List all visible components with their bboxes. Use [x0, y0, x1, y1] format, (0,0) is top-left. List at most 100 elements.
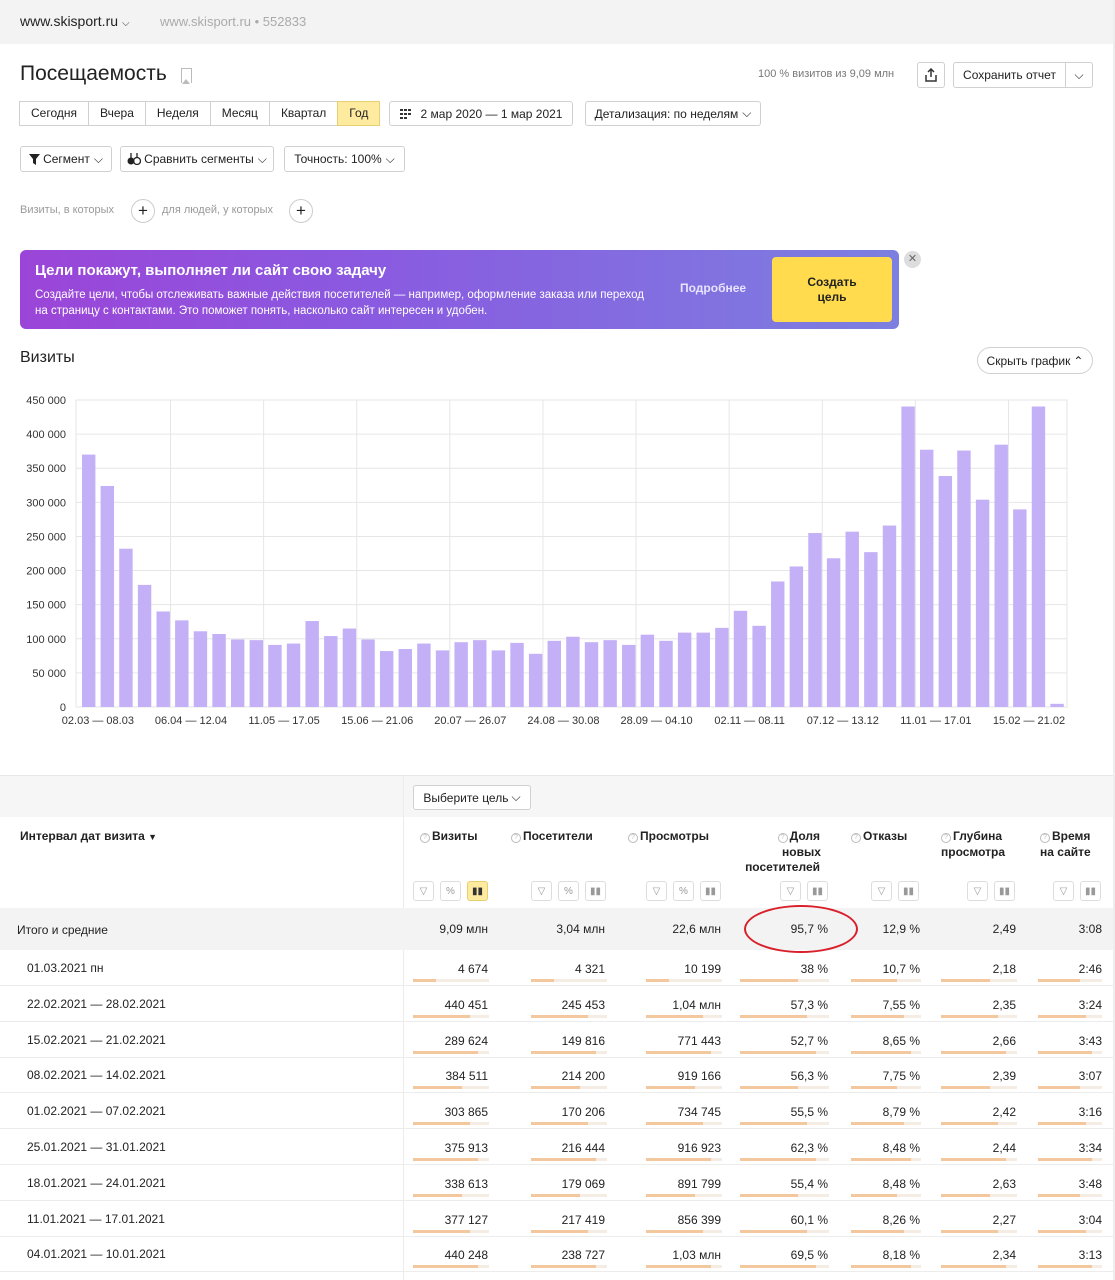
period-month[interactable]: Месяц: [209, 101, 270, 126]
table-row[interactable]: 25.01.2021 — 31.01.2021 375 913 216 444 916…: [0, 1129, 1115, 1165]
chart-bar[interactable]: [510, 642, 524, 707]
chart-bar[interactable]: [82, 454, 96, 707]
period-quarter[interactable]: Квартал: [268, 101, 339, 126]
save-report-dropdown[interactable]: ⌵: [1065, 62, 1093, 88]
chart-bar[interactable]: [622, 644, 636, 707]
table-row[interactable]: 01.03.2021 пн 4 674 4 321 10 199 38 % 10,7 % 2…: [0, 950, 1115, 986]
add-visit-condition-button[interactable]: +: [131, 199, 155, 223]
table-row[interactable]: 08.02.2021 — 14.02.2021 384 511 214 200 919…: [0, 1057, 1115, 1094]
chart-bar[interactable]: [361, 639, 375, 707]
chart-bar[interactable]: [528, 653, 543, 707]
accuracy-dropdown[interactable]: Точность: 100% ⌵: [284, 146, 405, 172]
save-report-button[interactable]: Сохранить отчет: [953, 62, 1066, 88]
chart-bar[interactable]: [1031, 406, 1046, 707]
help-icon[interactable]: ?: [851, 833, 861, 843]
add-people-condition-button[interactable]: +: [289, 199, 313, 223]
banner-more-link[interactable]: Подробнее: [680, 281, 747, 295]
chart-bar[interactable]: [212, 634, 226, 707]
chart-bar[interactable]: [435, 650, 450, 707]
help-icon[interactable]: ?: [941, 833, 951, 843]
chart-bar[interactable]: [901, 406, 915, 707]
bar-chart-icon[interactable]: ▮▮: [994, 881, 1015, 901]
chart-bar[interactable]: [715, 627, 729, 707]
bar-chart-icon[interactable]: ▮▮: [700, 881, 721, 901]
chart-bar[interactable]: [547, 640, 561, 707]
bar-chart-icon[interactable]: ▮▮: [898, 881, 919, 901]
close-icon[interactable]: ✕: [904, 251, 921, 268]
date-range-button[interactable]: 2 мар 2020 — 1 мар 2021: [389, 101, 573, 126]
table-row[interactable]: 15.02.2021 — 21.02.2021 289 624 149 816 771…: [0, 1022, 1115, 1058]
bookmark-icon[interactable]: [181, 68, 192, 84]
period-week[interactable]: Неделя: [144, 101, 211, 126]
filter-icon[interactable]: ▽: [531, 881, 552, 901]
chart-bar[interactable]: [193, 631, 208, 707]
chart-bar[interactable]: [975, 499, 990, 707]
table-row[interactable]: 11.01.2021 — 17.01.2021 377 127 217 419 856…: [0, 1201, 1115, 1237]
chart-bar[interactable]: [882, 525, 897, 707]
help-icon[interactable]: ?: [1040, 833, 1050, 843]
chart-bar[interactable]: [342, 628, 357, 707]
segment-button[interactable]: Сегмент ⌵: [20, 146, 112, 172]
help-icon[interactable]: ?: [628, 833, 638, 843]
chart-bar[interactable]: [491, 650, 506, 707]
chart-bar[interactable]: [473, 640, 487, 707]
bar-chart-icon[interactable]: ▮▮: [1080, 881, 1101, 901]
column-header-time[interactable]: ? Время на сайте: [1040, 829, 1091, 860]
column-header-depth[interactable]: ? Глубина просмотра: [941, 829, 1005, 860]
period-year[interactable]: Год: [337, 101, 381, 126]
table-row[interactable]: 04.01.2021 — 10.01.2021 440 248 238 727 1,0…: [0, 1236, 1115, 1273]
chart-bar[interactable]: [938, 475, 953, 707]
column-header-new-visitors[interactable]: ? Доля новых посетителей: [740, 829, 821, 876]
chart-bar[interactable]: [566, 636, 580, 707]
chart-bar[interactable]: [994, 444, 1008, 707]
chart-bar[interactable]: [1050, 703, 1064, 707]
chart-bar[interactable]: [305, 621, 319, 707]
table-row[interactable]: 22.02.2021 — 28.02.2021 440 451 245 453 1,0…: [0, 986, 1115, 1022]
chart-bar[interactable]: [137, 584, 152, 707]
chart-bar[interactable]: [957, 450, 971, 707]
chart-bar[interactable]: [733, 610, 748, 707]
table-row[interactable]: 01.02.2021 — 07.02.2021 303 865 170 206 734…: [0, 1093, 1115, 1130]
compare-segments-button[interactable]: Сравнить сегменты ⌵: [120, 146, 274, 172]
chart-bar[interactable]: [156, 611, 170, 707]
chart-bar[interactable]: [100, 485, 115, 707]
bar-chart-icon[interactable]: ▮▮: [807, 881, 828, 901]
chart-bar[interactable]: [119, 548, 133, 707]
chart-bar[interactable]: [175, 620, 189, 707]
chart-bar[interactable]: [454, 642, 468, 707]
filter-icon[interactable]: ▽: [871, 881, 892, 901]
hide-chart-button[interactable]: Скрыть график ⌃: [977, 347, 1093, 374]
help-icon[interactable]: ?: [511, 833, 521, 843]
chart-bar[interactable]: [398, 649, 412, 707]
site-selector[interactable]: www.skisport.ru ⌵: [20, 13, 130, 29]
chart-bar[interactable]: [677, 632, 692, 707]
help-icon[interactable]: ?: [420, 833, 430, 843]
chart-bar[interactable]: [417, 643, 431, 707]
column-header-interval[interactable]: Интервал дат визита ▼: [20, 829, 157, 846]
chart-bar[interactable]: [268, 644, 282, 707]
help-icon[interactable]: ?: [777, 833, 788, 843]
column-header-visits[interactable]: ? Визиты: [420, 829, 478, 845]
filter-icon[interactable]: ▽: [1053, 881, 1074, 901]
chart-bar[interactable]: [920, 449, 934, 707]
period-yesterday[interactable]: Вчера: [88, 101, 146, 126]
chart-bar[interactable]: [230, 639, 245, 707]
chart-bar[interactable]: [771, 581, 785, 707]
chart-bar[interactable]: [286, 643, 301, 707]
chart-bar[interactable]: [1013, 509, 1027, 707]
chart-bar[interactable]: [808, 533, 822, 707]
chart-bar[interactable]: [249, 640, 264, 707]
goal-select-dropdown[interactable]: Выберите цель ⌵: [413, 785, 531, 810]
percent-icon[interactable]: %: [673, 881, 694, 901]
filter-icon[interactable]: ▽: [646, 881, 667, 901]
chart-bar[interactable]: [826, 558, 841, 707]
percent-icon[interactable]: %: [558, 881, 579, 901]
chart-bar[interactable]: [752, 625, 766, 707]
column-header-views[interactable]: ? Просмотры: [628, 829, 709, 845]
chart-bar[interactable]: [379, 651, 394, 707]
chart-bar[interactable]: [789, 566, 804, 707]
chart-bar[interactable]: [659, 640, 673, 707]
column-header-bounce[interactable]: ? Отказы: [851, 829, 907, 845]
create-goal-button[interactable]: Создать цель: [772, 257, 892, 322]
chart-bar[interactable]: [584, 642, 599, 707]
